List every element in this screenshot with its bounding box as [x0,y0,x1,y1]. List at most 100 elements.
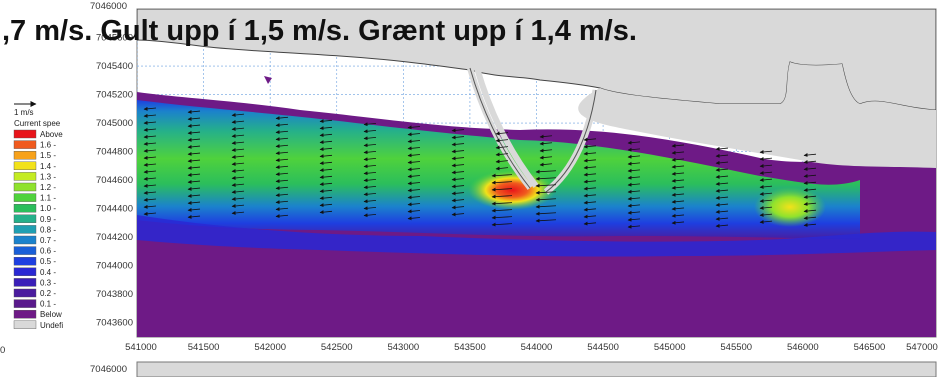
current-vector [715,160,729,165]
current-vector [231,169,245,173]
current-vector [231,127,245,131]
y-tick-label: 7044200 [96,232,133,243]
x-tick-label: 545500 [720,342,752,353]
current-vector [491,194,513,199]
legend-swatch [13,267,37,276]
legend-swatch [13,203,37,213]
current-vector [759,163,773,168]
legend-label: 0.3 - [40,278,56,287]
current-vector [319,154,333,159]
current-vector [143,113,157,118]
current-vectors [143,106,817,229]
current-vector [319,189,333,194]
current-vector [319,210,333,215]
current-vector [539,148,553,153]
current-vector [539,134,553,139]
current-vector [187,116,201,121]
current-vector [583,158,597,163]
legend-swatch [13,320,37,329]
current-vector [451,170,465,175]
current-vector [231,183,245,187]
legend-label: 0.7 - [40,236,56,245]
current-vector [627,161,641,166]
current-vector [803,202,817,207]
current-vector [715,153,729,158]
current-vector [535,211,557,216]
current-vector [491,180,513,185]
y-tick-label: 7044600 [96,175,133,186]
current-vector [715,188,729,193]
current-vector [363,129,377,134]
current-vector [363,192,377,197]
current-vector [627,217,641,222]
current-vector [363,122,377,127]
current-vector [491,215,513,220]
current-vector [143,120,157,125]
current-vector [583,144,597,149]
current-vector [231,155,245,159]
current-vector [451,212,465,217]
current-vector [671,157,685,162]
current-vector [803,174,817,179]
current-vector [451,156,465,161]
current-vector [671,178,685,183]
legend-label: 0.8 - [40,225,56,234]
current-vector [583,200,597,205]
current-vector [275,186,289,191]
legend-swatch [13,172,37,181]
current-vector [143,155,157,160]
legend-swatch [13,214,37,224]
current-vector [671,192,685,197]
x-tick-label: 543000 [387,342,419,353]
current-vector [803,181,817,186]
current-vector [491,173,513,178]
current-vector [535,204,557,209]
legend-swatch [13,235,37,245]
current-vector [583,172,597,177]
current-vector [803,188,817,193]
current-vector [319,161,333,166]
current-vector [451,205,465,210]
current-vector [275,158,289,163]
structure-right-outline [545,89,597,193]
current-vector [407,188,421,193]
current-vector [407,132,421,137]
current-vector [451,135,465,140]
current-vector [275,165,289,170]
current-vector [231,204,245,208]
current-vector [803,153,817,158]
current-vector [187,172,201,177]
current-vector [407,125,421,130]
current-vector [407,153,421,158]
current-vector [715,167,729,172]
legend-swatch [13,140,37,149]
current-vector [627,147,641,152]
current-vector [535,197,557,202]
current-vector [187,207,201,212]
current-vector [363,171,377,176]
x-tick-label: 542000 [254,342,286,353]
y-tick-label: 7044400 [96,204,133,215]
small-islet [264,76,272,84]
current-vector [275,193,289,198]
bottom-y-label: 7046000 [90,364,127,375]
current-vector [407,139,421,144]
current-vector [535,183,557,188]
current-vector [363,185,377,190]
current-vector [495,145,509,150]
current-vector [231,162,245,166]
current-vector [275,144,289,149]
current-vector [407,174,421,179]
y-tick-label: 7045000 [96,118,133,129]
current-vector [187,137,201,142]
current-vector [363,143,377,148]
current-vector [451,184,465,189]
current-vector [319,140,333,145]
current-vector [759,219,773,224]
current-vector [275,130,289,135]
current-vector [491,208,513,213]
x-tick-label: 546500 [854,342,886,353]
legend-label: 1.5 - [40,151,56,160]
current-vector [187,123,201,128]
legend-swatch [13,225,37,234]
